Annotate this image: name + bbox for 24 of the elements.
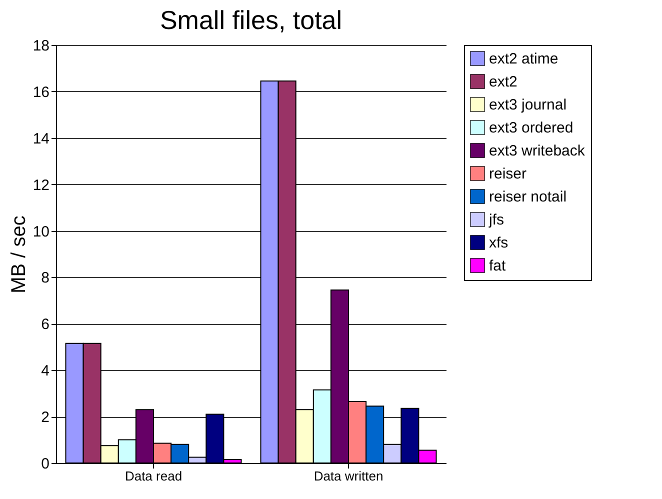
legend-label: ext3 journal (489, 96, 567, 114)
y-axis-title: MB / sec (8, 216, 30, 294)
legend-label: ext2 (489, 74, 518, 90)
y-tick-label: 4 (41, 362, 50, 380)
y-tick-label: 14 (32, 130, 50, 148)
y-tick-label: 0 (41, 456, 50, 472)
legend-label: ext2 atime (489, 50, 558, 68)
y-tick-label: 6 (41, 316, 50, 334)
x-tick-label: Data read (124, 468, 182, 484)
legend-label: xfs (489, 234, 508, 252)
y-tick-label: 18 (32, 38, 50, 54)
y-tick-label: 2 (41, 409, 50, 426)
x-tick-label: Data written (314, 468, 384, 484)
legend-label: fat (489, 258, 507, 274)
legend-label: jfs (488, 212, 504, 228)
legend-label: ext3 ordered (489, 120, 574, 136)
legend-label: reiser (489, 166, 527, 182)
chart-title: Small files, total (160, 5, 342, 35)
legend-label: reiser notail (489, 188, 567, 206)
y-tick-label: 12 (32, 176, 50, 194)
y-tick-label: 8 (41, 270, 50, 287)
legend-label: ext3 writeback (489, 142, 586, 160)
y-tick-label: 16 (32, 84, 50, 101)
y-tick-label: 10 (32, 223, 50, 240)
